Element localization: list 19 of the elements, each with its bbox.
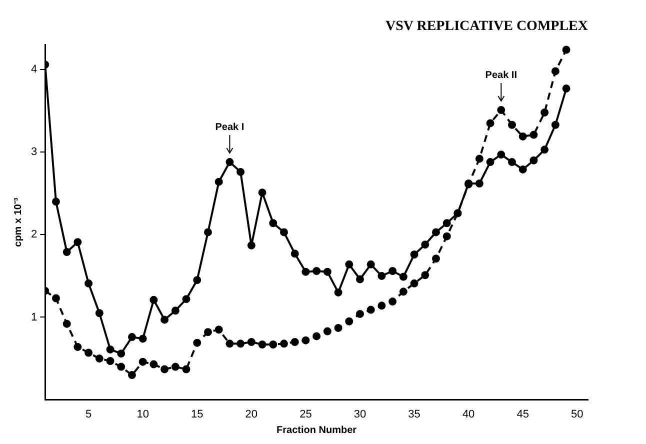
y-tick-label: 2: [30, 228, 38, 241]
x-tick-label: 50: [571, 408, 584, 420]
x-tick-label: 10: [136, 408, 149, 420]
y-axis-title: cpm x 10⁻³: [12, 197, 24, 247]
x-axis-title: Fraction Number: [276, 424, 357, 436]
x-tick-label: 5: [85, 408, 92, 420]
chart-title: VSV REPLICATIVE COMPLEX: [385, 19, 588, 34]
x-tick-label: 35: [408, 408, 420, 420]
y-tick-label: 4: [30, 64, 38, 76]
x-tick-label: 40: [462, 408, 475, 420]
x-tick-label: 15: [191, 408, 204, 420]
y-tick-label: 3: [30, 146, 38, 158]
annotation: Peak I: [215, 122, 244, 133]
x-tick-label: 45: [516, 408, 529, 420]
x-tick-label: 25: [300, 408, 312, 420]
x-tick-label: 30: [354, 408, 366, 420]
y-tick-label: 1: [30, 311, 38, 324]
x-tick-label: 20: [245, 408, 258, 420]
annotation: Peak II: [485, 70, 518, 81]
